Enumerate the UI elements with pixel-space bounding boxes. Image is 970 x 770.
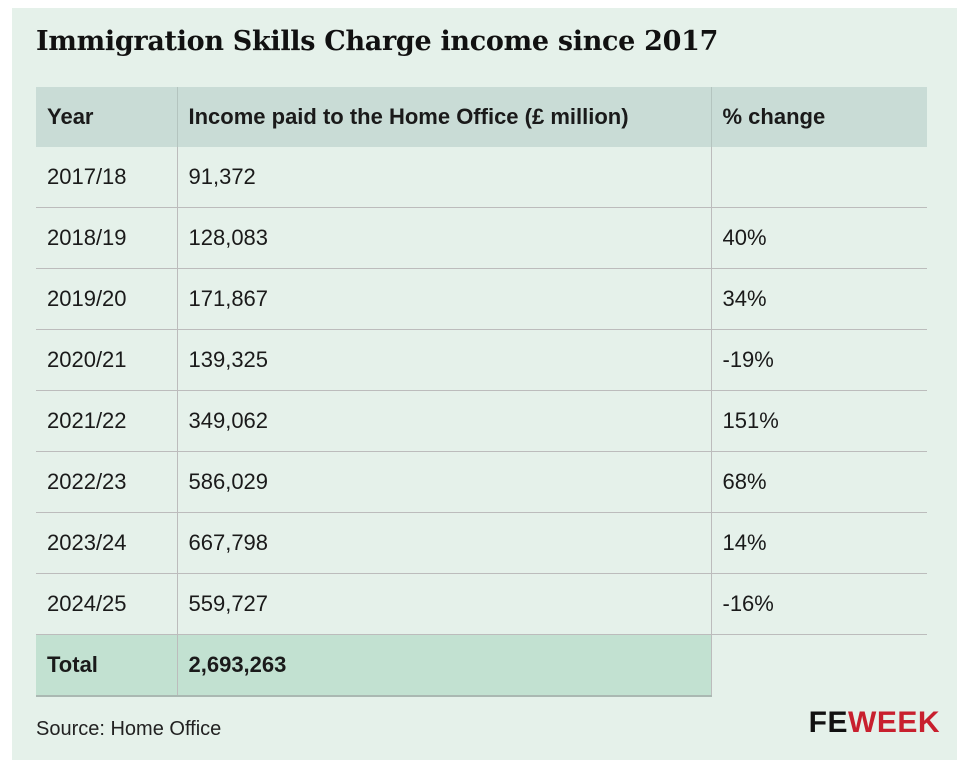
cell-income: 586,029 [177, 451, 712, 513]
table-row: 2020/21 139,325 -19% [36, 329, 927, 391]
cell-year: 2023/24 [36, 512, 178, 574]
table-row: 2022/23 586,029 68% [36, 451, 927, 513]
cell-income: 91,372 [177, 147, 712, 208]
cell-change: 40% [711, 207, 927, 269]
cell-year: 2019/20 [36, 268, 178, 330]
total-row: Total 2,693,263 [36, 634, 927, 697]
cell-change: -19% [711, 329, 927, 391]
table-row: 2018/19 128,083 40% [36, 207, 927, 269]
cell-change [711, 147, 927, 208]
cell-change: 34% [711, 268, 927, 330]
income-table: Year Income paid to the Home Office (£ m… [36, 87, 927, 697]
table-row: 2017/18 91,372 [36, 147, 927, 208]
cell-income: 128,083 [177, 207, 712, 269]
cell-year: 2022/23 [36, 451, 178, 513]
cell-income: 139,325 [177, 329, 712, 391]
cell-income: 171,867 [177, 268, 712, 330]
cell-year: 2021/22 [36, 390, 178, 452]
column-header-change: % change [711, 87, 927, 147]
table-row: 2019/20 171,867 34% [36, 268, 927, 330]
cell-income: 667,798 [177, 512, 712, 574]
cell-year: 2024/25 [36, 573, 178, 635]
logo-week: WEEK [848, 706, 940, 739]
logo-fe: FE [808, 706, 848, 739]
cell-year: 2018/19 [36, 207, 178, 269]
chart-title: Immigration Skills Charge income since 2… [36, 26, 719, 57]
cell-year: 2020/21 [36, 329, 178, 391]
total-value: 2,693,263 [177, 634, 712, 697]
total-label: Total [36, 634, 178, 697]
table-row: 2023/24 667,798 14% [36, 512, 927, 574]
header-row: Year Income paid to the Home Office (£ m… [36, 87, 927, 147]
cell-year: 2017/18 [36, 147, 178, 208]
cell-change: -16% [711, 573, 927, 635]
cell-income: 349,062 [177, 390, 712, 452]
column-header-year: Year [36, 87, 178, 147]
source-note: Source: Home Office [36, 718, 222, 740]
column-header-income: Income paid to the Home Office (£ millio… [177, 87, 712, 147]
cell-change: 14% [711, 512, 927, 574]
table-row: 2024/25 559,727 -16% [36, 573, 927, 635]
cell-change: 151% [711, 390, 927, 452]
total-empty-cell [711, 635, 927, 697]
fe-week-logo: FEWEEK [809, 706, 940, 740]
cell-change: 68% [711, 451, 927, 513]
cell-income: 559,727 [177, 573, 712, 635]
table-row: 2021/22 349,062 151% [36, 390, 927, 452]
